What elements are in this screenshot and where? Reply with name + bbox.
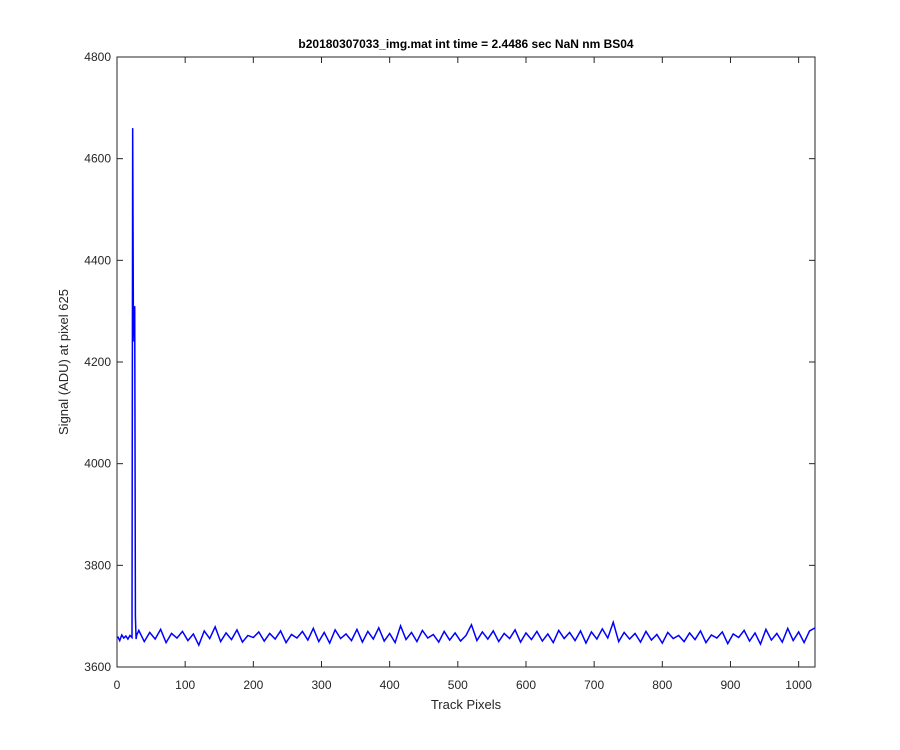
- x-tick-label: 600: [516, 678, 536, 692]
- y-tick-label: 4600: [84, 152, 111, 166]
- y-tick-label: 4000: [84, 457, 111, 471]
- x-tick-label: 1000: [785, 678, 812, 692]
- y-tick-label: 4400: [84, 253, 111, 267]
- x-tick-label: 500: [448, 678, 468, 692]
- x-tick-label: 0: [114, 678, 121, 692]
- x-tick-label: 800: [652, 678, 672, 692]
- chart-title: b20180307033_img.mat int time = 2.4486 s…: [298, 37, 634, 51]
- x-tick-label: 400: [380, 678, 400, 692]
- plot-box: [116, 56, 816, 668]
- y-tick-label: 3800: [84, 558, 111, 572]
- y-axis-label: Signal (ADU) at pixel 625: [56, 289, 71, 435]
- signal-line: [117, 128, 816, 648]
- x-tick-label: 900: [720, 678, 740, 692]
- x-tick-label: 300: [311, 678, 331, 692]
- y-tick-label: 4800: [84, 50, 111, 64]
- x-tick-label: 700: [584, 678, 604, 692]
- x-axis-label: Track Pixels: [431, 697, 502, 712]
- y-tick-label: 4200: [84, 355, 111, 369]
- y-tick-label: 3600: [84, 660, 111, 674]
- x-tick-label: 200: [243, 678, 263, 692]
- x-tick-label: 100: [175, 678, 195, 692]
